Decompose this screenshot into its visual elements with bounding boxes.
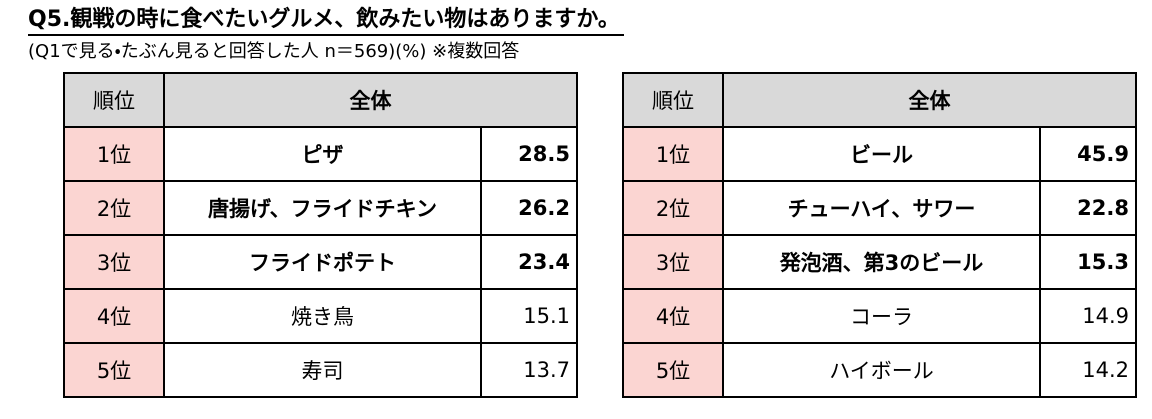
table-row: 3位 フライドポテト 23.4 — [63, 234, 578, 290]
rank-cell: 5位 — [63, 342, 165, 398]
ranking-table: 順位 全体 1位 ビール 45.9 2位 チューハイ、サワー 22.8 3位 発泡酒、第3のビール… — [622, 72, 1137, 398]
table-row: 3位 発泡酒、第3のビール 15.3 — [622, 234, 1137, 290]
value-cell: 28.5 — [480, 126, 578, 182]
table-row: 4位 焼き鳥 15.1 — [63, 288, 578, 344]
value-cell: 14.2 — [1039, 342, 1137, 398]
title: Q5.観戦の時に食べたいグルメ、飲みたい物はありますか。 — [28, 6, 624, 36]
value-cell: 15.3 — [1039, 234, 1137, 290]
rank-cell: 3位 — [622, 234, 724, 290]
item-cell: ピザ — [163, 126, 482, 182]
rank-cell: 2位 — [622, 180, 724, 236]
rank-cell: 5位 — [622, 342, 724, 398]
table-row: 2位 チューハイ、サワー 22.8 — [622, 180, 1137, 236]
value-cell: 14.9 — [1039, 288, 1137, 344]
rank-cell: 2位 — [63, 180, 165, 236]
value-cell: 26.2 — [480, 180, 578, 236]
header-cell: 全体 — [722, 72, 1137, 128]
item-cell: 寿司 — [163, 342, 482, 398]
rank-cell: 3位 — [63, 234, 165, 290]
value-cell: 45.9 — [1039, 126, 1137, 182]
rank-cell: 1位 — [622, 126, 724, 182]
header-cell: 順位 — [622, 72, 724, 128]
item-cell: チューハイ、サワー — [722, 180, 1041, 236]
item-cell: ハイボール — [722, 342, 1041, 398]
value-cell: 13.7 — [480, 342, 578, 398]
item-cell: 発泡酒、第3のビール — [722, 234, 1041, 290]
value-cell: 23.4 — [480, 234, 578, 290]
rank-cell: 1位 — [63, 126, 165, 182]
table-row: 2位 唐揚げ、フライドチキン 26.2 — [63, 180, 578, 236]
rank-cell: 4位 — [63, 288, 165, 344]
item-cell: フライドポテト — [163, 234, 482, 290]
table-row: 1位 ビール 45.9 — [622, 126, 1137, 182]
table-row: 4位 コーラ 14.9 — [622, 288, 1137, 344]
rank-cell: 4位 — [622, 288, 724, 344]
table-row: 1位 ピザ 28.5 — [63, 126, 578, 182]
header-cell: 全体 — [163, 72, 578, 128]
item-cell: ビール — [722, 126, 1041, 182]
header-row: 順位 全体 — [622, 72, 1137, 128]
table-row: 5位 寿司 13.7 — [63, 342, 578, 398]
item-cell: 焼き鳥 — [163, 288, 482, 344]
subtitle: (Q1で見る・たぶん見ると回答した人 n＝569)(%) ※複数回答 — [28, 41, 520, 62]
header-row: 順位 全体 — [63, 72, 578, 128]
header-cell: 順位 — [63, 72, 165, 128]
item-cell: 唐揚げ、フライドチキン — [163, 180, 482, 236]
value-cell: 22.8 — [1039, 180, 1137, 236]
value-cell: 15.1 — [480, 288, 578, 344]
ranking-table: 順位 全体 1位 ピザ 28.5 2位 唐揚げ、フライドチキン 26.2 3位 フライドポテト 23… — [63, 72, 578, 398]
table-row: 5位 ハイボール 14.2 — [622, 342, 1137, 398]
item-cell: コーラ — [722, 288, 1041, 344]
